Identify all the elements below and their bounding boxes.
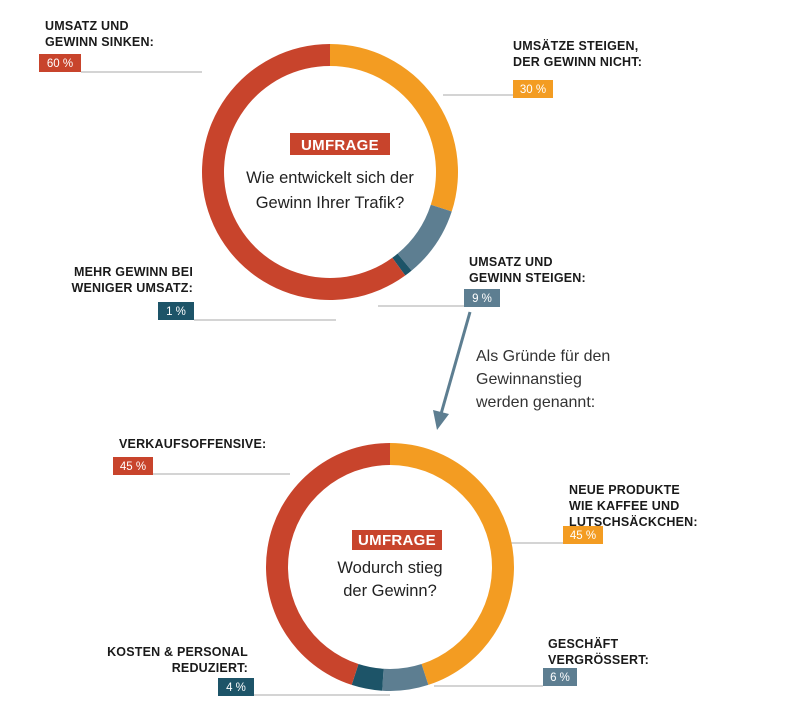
chart-2-slice-2 — [382, 664, 429, 691]
chart-1-slice-3-label-line-2: WENIGER UMSATZ: — [71, 281, 193, 295]
chart-2-slice-2-value-label: 6 % — [550, 672, 570, 684]
connector-note-line-1: Als Gründe für den — [476, 348, 610, 365]
chart-1-question-line-2: Gewinn Ihrer Trafik? — [256, 194, 405, 212]
chart-2-slice-4-label-line-1: VERKAUFSOFFENSIVE: — [119, 437, 266, 451]
chart-1-slice-4-label-line-2: GEWINN SINKEN: — [45, 35, 154, 49]
chart-2-badge — [352, 530, 442, 550]
chart-1-question-line-1: Wie entwickelt sich der — [246, 169, 414, 187]
chart-1-slice-4 — [201, 44, 406, 300]
chart-1-badge-label: UMFRAGE — [301, 137, 379, 154]
chart-2-slice-1-value-label: 45 % — [570, 530, 596, 542]
chart-1-slice-4-value-label: 60 % — [47, 58, 73, 70]
chart-1-slice-4-label-line-1: UMSATZ UND — [45, 19, 129, 33]
chart-2-slice-1-label-line-2: WIE KAFFEE UND — [569, 499, 679, 513]
chart-2-slice-3-value-label: 4 % — [226, 682, 246, 694]
chart-1-slice-2-value-box — [464, 289, 500, 307]
leader-lines — [81, 71, 563, 696]
chart-2-slice-3 — [351, 664, 384, 691]
chart-1-slice-1 — [330, 44, 458, 212]
chart-2-slice-1-value-box — [563, 526, 603, 544]
chart-1-slice-3-value-box — [158, 302, 194, 320]
chart-1-badge — [290, 133, 390, 155]
chart-2-question-line-1: Wodurch stieg — [337, 559, 442, 577]
chart-2-slice-4-value-label: 45 % — [120, 461, 146, 473]
chart-2-slice-4 — [265, 443, 390, 685]
chart-1-slice-2-value-label: 9 % — [472, 293, 492, 305]
chart-1-slice-4-value-box — [39, 54, 81, 72]
donut-rings — [201, 44, 515, 691]
chart-2-slice-3-label-line-2: REDUZIERT: — [172, 661, 248, 675]
chart-2-slice-2-label-line-2: VERGRÖSSERT: — [548, 652, 649, 667]
connector-note-line-2: Gewinnanstieg — [476, 371, 582, 388]
chart-2-slice-1-label-line-3: LUTSCHSÄCKCHEN: — [569, 514, 698, 529]
chart-1-slice-3-label-line-1: MEHR GEWINN BEI — [74, 265, 193, 279]
chart-text: UMSÄTZE STEIGEN, DER GEWINN NICHT: 30 % UMS… — [39, 19, 698, 696]
chart-2-slice-1-label-line-1: NEUE PRODUKTE — [569, 483, 680, 497]
chart-2-slice-3-value-box — [218, 678, 254, 696]
chart-2-question-line-2: der Gewinn? — [343, 582, 437, 600]
chart-2-badge-label: UMFRAGE — [358, 532, 436, 549]
connector-arrow-line — [439, 311, 472, 415]
connector-note-line-3: werden genannt: — [475, 394, 595, 411]
chart-1-slice-1-value-box — [513, 80, 553, 98]
chart-1-slice-3 — [392, 253, 412, 276]
chart-1-slice-1-label-line-1: UMSÄTZE STEIGEN, — [513, 38, 638, 53]
connector: Als Gründe für den Gewinnanstieg werden … — [433, 311, 610, 430]
chart-2-slice-4-value-box — [113, 457, 153, 475]
chart-1-slice-3-value-label: 1 % — [166, 306, 186, 318]
chart-1-slice-2-label-line-2: GEWINN STEIGEN: — [469, 271, 586, 285]
chart-2-slice-2-label-line-1: GESCHÄFT — [548, 636, 619, 651]
chart-1-slice-2-label-line-1: UMSATZ UND — [469, 255, 553, 269]
chart-2-slice-2-value-box — [543, 668, 577, 686]
connector-arrow-head — [433, 410, 449, 430]
chart-1-slice-1-value-label: 30 % — [520, 84, 546, 96]
chart-2-slice-1 — [390, 443, 515, 685]
chart-2-slice-3-label-line-1: KOSTEN & PERSONAL — [107, 645, 248, 659]
chart-1-slice-2 — [397, 204, 452, 271]
chart-1-slice-1-label-line-2: DER GEWINN NICHT: — [513, 55, 642, 69]
